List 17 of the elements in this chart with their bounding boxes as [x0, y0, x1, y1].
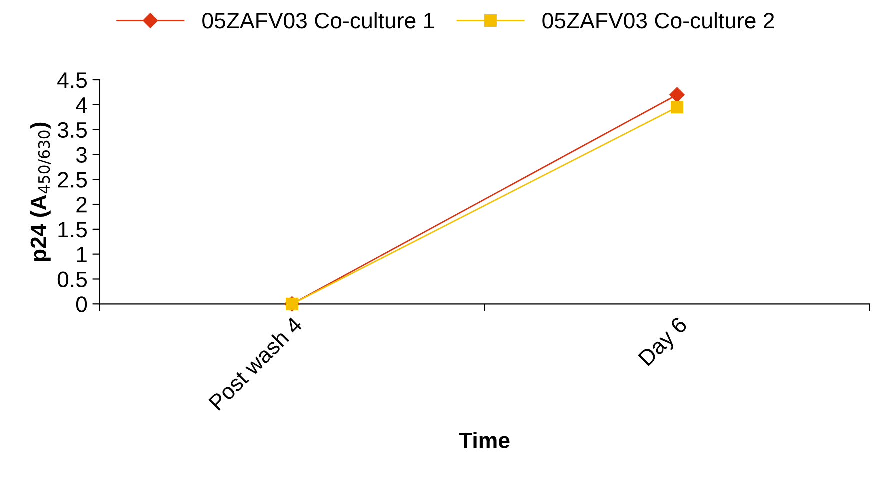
y-tick-label: 0.5 — [58, 272, 88, 288]
y-tick-label: 4.5 — [58, 72, 88, 88]
point — [670, 87, 685, 103]
y-axis-title: p24 (A$_{450/630}$) — [30, 122, 52, 262]
y-tick-label: 1.5 — [58, 222, 88, 238]
point — [671, 101, 684, 114]
y-tick-label: 3 — [76, 147, 87, 163]
y-tick-label: 1 — [77, 247, 87, 262]
y-tick-label: 4 — [76, 98, 88, 113]
x-tick-label: Day 6 — [638, 316, 692, 370]
y-tick-label: 0 — [76, 296, 88, 312]
y-tick-label: 2.5 — [58, 172, 88, 188]
y-tick-label: 2 — [76, 197, 87, 213]
y-tick-label: 3.5 — [58, 122, 88, 138]
legend-label: 05ZAFV03 Co-culture 2 — [542, 12, 774, 29]
x-axis-title: Time — [459, 432, 510, 448]
legend-label: 05ZAFV03 Co-culture 1 — [202, 12, 434, 29]
